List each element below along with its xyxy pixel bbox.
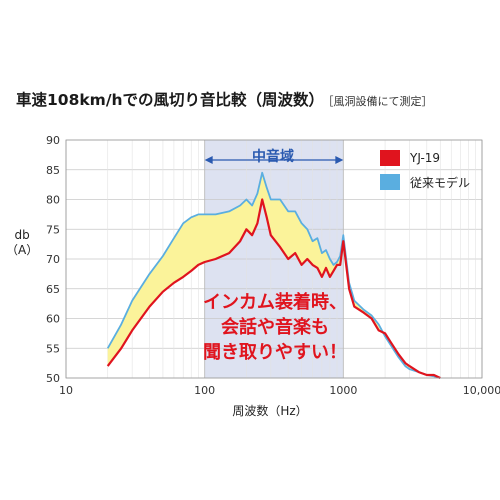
x-tick-label: 10 bbox=[59, 384, 73, 397]
legend-label-yj19: YJ-19 bbox=[410, 151, 441, 165]
chart-title-text: 車速108km/hでの風切り音比較（周波数） bbox=[16, 91, 325, 109]
y-tick-label: 80 bbox=[46, 194, 60, 207]
legend: YJ-19 従来モデル bbox=[380, 146, 470, 194]
plot-border bbox=[65, 139, 483, 379]
y-tick-label: 55 bbox=[46, 342, 60, 355]
y-tick-label: 90 bbox=[46, 134, 60, 147]
y-tick-label: 70 bbox=[46, 253, 60, 266]
y-axis-label-weighting: （A） bbox=[6, 243, 39, 257]
x-axis-label: 周波数（Hz） bbox=[232, 404, 308, 418]
x-tick-label: 100 bbox=[194, 384, 215, 397]
legend-item-previous-model: 従来モデル bbox=[380, 170, 470, 194]
x-tick-label: 10,000 bbox=[463, 384, 500, 397]
series-line-yj19 bbox=[106, 198, 441, 379]
difference-fill bbox=[107, 172, 441, 378]
legend-swatch-yj19 bbox=[380, 150, 400, 166]
y-tick-label: 65 bbox=[46, 283, 60, 296]
x-tick-label: 1000 bbox=[329, 384, 357, 397]
y-axis-label: db （A） bbox=[6, 228, 38, 258]
chart-subtitle: ［風洞設備にて測定］ bbox=[328, 95, 433, 108]
annotation-line-2: 会話や音楽も bbox=[221, 317, 329, 338]
series-line-previous-model bbox=[106, 171, 441, 379]
midrange-arrow-head-right bbox=[335, 156, 344, 164]
y-tick-label: 50 bbox=[46, 372, 60, 385]
midrange-band-label: 中音域 bbox=[252, 149, 294, 165]
midrange-arrow-head-left bbox=[204, 156, 213, 164]
legend-item-yj19: YJ-19 bbox=[380, 146, 470, 170]
legend-label-previous-model: 従来モデル bbox=[410, 175, 471, 190]
chart-title: 車速108km/hでの風切り音比較（周波数） ［風洞設備にて測定］ bbox=[16, 88, 433, 110]
y-axis-label-unit: db bbox=[14, 228, 30, 242]
annotation-line-3: 聞き取りやすい！ bbox=[203, 342, 347, 363]
y-tick-label: 85 bbox=[46, 164, 60, 177]
y-tick-label: 75 bbox=[46, 223, 60, 236]
annotation-line-1: インカム装着時、 bbox=[203, 292, 347, 313]
y-tick-label: 60 bbox=[46, 313, 60, 326]
legend-swatch-previous-model bbox=[380, 174, 400, 190]
annotation: インカム装着時、 会話や音楽も 聞き取りやすい！ bbox=[150, 290, 400, 365]
